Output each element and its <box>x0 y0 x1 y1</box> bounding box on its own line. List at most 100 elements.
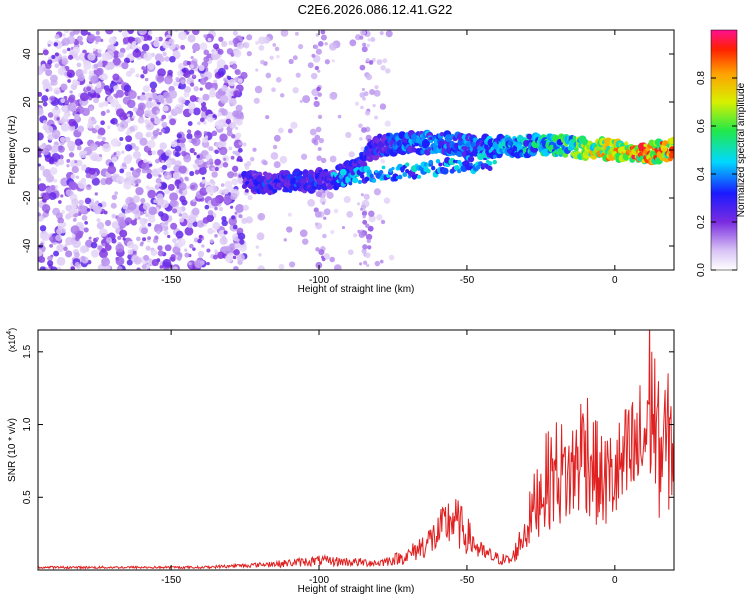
speckle-blob <box>314 65 320 71</box>
speckle-blob <box>121 30 129 38</box>
speckle-blob <box>123 84 132 92</box>
speckle-blob <box>361 127 367 133</box>
speckle-blob <box>131 169 141 178</box>
speckle-blob <box>234 110 244 120</box>
speckle-blob <box>218 146 228 156</box>
speckle-blob <box>231 165 239 172</box>
ridge-blob <box>492 154 497 159</box>
speckle-blob <box>135 186 144 196</box>
speckle-blob <box>161 114 167 120</box>
speckle-blob <box>159 265 164 269</box>
speckle-blob <box>297 43 304 50</box>
speckle-blob <box>118 30 123 33</box>
speckle-blob <box>361 248 367 254</box>
speckle-blob <box>221 219 228 227</box>
speckle-blob <box>314 96 318 100</box>
speckle-blob <box>192 163 198 169</box>
speckle-blob <box>168 38 175 45</box>
speckle-blob <box>150 41 154 45</box>
speckle-blob <box>317 92 322 97</box>
speckle-blob <box>38 202 41 207</box>
speckle-blob <box>74 251 80 258</box>
speckle-blob <box>235 104 243 112</box>
speckle-blob <box>324 42 328 46</box>
speckle-blob <box>217 48 224 55</box>
speckle-blob <box>172 246 181 255</box>
speckle-blob <box>307 62 314 69</box>
speckle-blob <box>184 176 189 181</box>
speckle-blob <box>38 214 44 222</box>
speckle-blob <box>232 224 238 230</box>
speckle-blob <box>194 159 200 165</box>
speckle-blob <box>193 130 202 139</box>
speckle-blob <box>229 121 237 129</box>
speckle-blob <box>265 115 270 120</box>
speckle-blob <box>48 87 53 92</box>
speckle-blob <box>80 255 86 262</box>
speckle-blob <box>359 262 363 266</box>
speckle-blob <box>162 41 170 49</box>
speckle-blob <box>364 110 371 116</box>
speckle-blob <box>87 32 91 36</box>
speckle-blob <box>311 53 316 58</box>
speckle-blob <box>39 266 46 270</box>
speckle-blob <box>169 199 177 207</box>
speckle-blob <box>365 73 373 81</box>
speckle-blob <box>142 237 147 242</box>
speckle-blob <box>190 82 195 87</box>
speckle-blob <box>114 191 118 195</box>
speckle-blob <box>240 71 248 80</box>
speckle-blob <box>359 137 363 141</box>
speckle-blob <box>124 144 133 152</box>
speckle-blob <box>61 66 65 70</box>
ridge-blob <box>338 174 344 179</box>
speckle-blob <box>180 104 184 108</box>
speckle-blob <box>63 30 69 34</box>
speckle-blob <box>196 154 201 159</box>
speckle-blob <box>51 129 61 139</box>
speckle-blob <box>186 133 193 140</box>
speckle-blob <box>257 212 266 221</box>
speckle-blob <box>270 152 279 160</box>
speckle-blob <box>151 258 159 267</box>
speckle-blob <box>53 42 59 47</box>
ridge-blob <box>492 159 498 165</box>
speckle-blob <box>329 155 337 163</box>
speckle-blob <box>226 130 233 137</box>
speckle-blob <box>54 34 60 40</box>
speckle-blob <box>192 43 201 52</box>
speckle-blob <box>110 138 120 147</box>
speckle-blob <box>318 249 325 256</box>
ridge-blob <box>327 183 334 190</box>
speckle-blob <box>50 145 59 153</box>
speckle-blob <box>45 88 49 92</box>
speckle-blob <box>174 145 182 152</box>
speckle-blob <box>122 237 126 241</box>
speckle-blob <box>287 128 293 134</box>
speckle-blob <box>376 59 383 65</box>
speckle-blob <box>94 192 98 196</box>
speckle-blob <box>76 159 83 167</box>
speckle-blob <box>38 132 44 141</box>
noise-speckles <box>38 30 395 270</box>
colorbar-label: Normalized spectral amplitude <box>736 82 747 217</box>
speckle-blob <box>84 197 92 205</box>
speckle-blob <box>146 173 153 180</box>
speckle-blob <box>276 54 280 59</box>
speckle-blob <box>45 174 55 183</box>
speckle-blob <box>197 238 202 244</box>
speckle-blob <box>374 85 379 90</box>
speckle-blob <box>317 41 324 47</box>
speckle-blob <box>178 31 187 41</box>
speckle-blob <box>317 69 321 73</box>
speckle-blob <box>72 46 81 54</box>
speckle-blob <box>380 159 386 164</box>
bottom-x-tick-label: 0 <box>612 575 618 586</box>
speckle-blob <box>38 249 43 257</box>
top-y-tick-label: -40 <box>22 238 33 253</box>
speckle-blob <box>231 215 235 220</box>
speckle-blob <box>365 58 370 62</box>
speckle-blob <box>316 86 321 92</box>
colorbar-ticks: 0.0 0.2 0.4 0.6 0.8 <box>696 71 737 277</box>
speckle-blob <box>265 72 272 79</box>
